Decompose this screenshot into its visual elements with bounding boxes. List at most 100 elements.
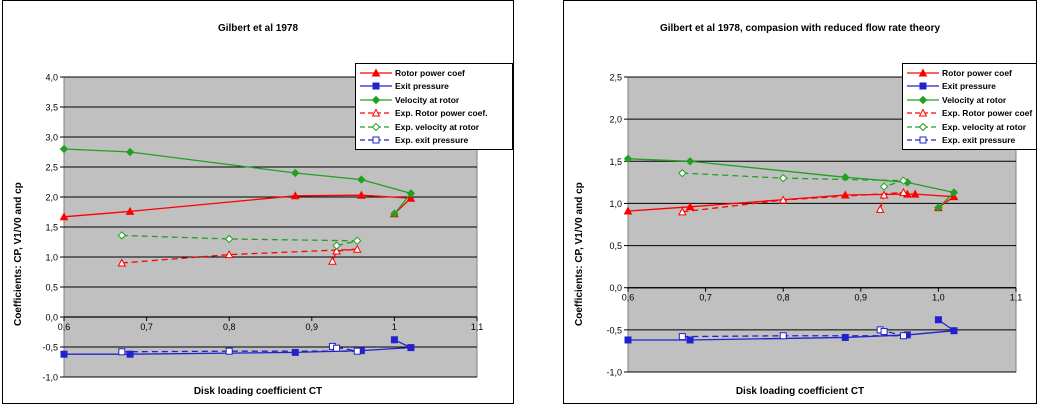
legend-marker [918, 108, 928, 117]
series-exp-exit-pressure [118, 342, 361, 356]
legend: Rotor power coef Exit pressure Velocity at… [355, 63, 513, 150]
data-point [899, 187, 908, 196]
legend-item: Rotor power coef [906, 66, 1036, 80]
legend-label: Exp. Rotor power coef [942, 108, 1033, 119]
data-point [841, 333, 849, 341]
data-point [328, 256, 337, 265]
y-tick-label: -1,0 [606, 368, 622, 378]
data-point [352, 244, 362, 253]
data-point [879, 182, 889, 191]
legend-marker [918, 95, 928, 104]
legend-swatch [907, 108, 939, 117]
x-tick-label: 1,1 [1010, 293, 1023, 303]
data-point [686, 336, 694, 344]
y-tick-label: 0,5 [45, 283, 58, 293]
y-tick-label: 2,5 [609, 73, 622, 83]
legend-label: Exp. exit pressure [395, 135, 469, 146]
x-tick-label: 0,6 [58, 322, 71, 332]
x-axis-label: Disk loading coefficient CT [193, 386, 323, 397]
x-tick-label: 1 [392, 322, 397, 332]
y-tick-label: 2,5 [45, 163, 58, 173]
y-tick-label: -1,0 [42, 373, 58, 383]
legend-marker [371, 122, 381, 131]
series-line [121, 234, 358, 247]
legend-marker [372, 82, 380, 90]
data-point [778, 173, 788, 183]
legend-item: Velocity at rotor [906, 93, 1036, 107]
data-point [406, 193, 416, 202]
x-axis-label: Disk loading coefficient CT [735, 386, 865, 397]
y-tick-label: 1,5 [45, 223, 58, 233]
legend-label: Velocity at rotor [942, 94, 1007, 105]
data-point [357, 175, 366, 184]
data-point [899, 176, 908, 185]
legend-label: Exp. Rotor power coef. [395, 108, 488, 119]
y-tick-label: -0,5 [42, 343, 58, 353]
data-point [59, 144, 69, 154]
legend-label: Exp. velocity at rotor [942, 121, 1027, 132]
legend-swatch [360, 95, 392, 104]
data-point [290, 191, 300, 200]
legend-item: Exit pressure [906, 80, 1036, 94]
data-point [224, 250, 234, 259]
chart-right-panel: Gilbert et al 1978, compasion with reduc… [563, 0, 1037, 404]
legend-marker [918, 122, 928, 131]
legend-marker [918, 68, 928, 77]
chart-title: Gilbert et al 1978 [217, 23, 299, 34]
data-point [357, 190, 366, 199]
data-point [779, 332, 787, 340]
data-point [934, 203, 943, 212]
y-tick-label: 4,0 [45, 73, 58, 83]
legend-marker [919, 136, 927, 144]
data-point [118, 348, 126, 356]
data-point [950, 327, 958, 335]
legend: Rotor power coef Exit pressure Velocity at… [902, 63, 1036, 150]
data-point [685, 157, 695, 166]
legend-label: Exit pressure [395, 81, 449, 92]
legend-label: Exp. velocity at rotor [395, 121, 480, 132]
x-tick-label: 1,1 [471, 322, 484, 332]
data-point [879, 190, 889, 199]
data-point [126, 350, 134, 358]
legend-item: Exit pressure [359, 80, 509, 94]
x-tick-label: 0,8 [777, 293, 790, 303]
legend-item: Exp. velocity at rotor [359, 120, 509, 134]
legend-swatch [907, 68, 939, 77]
data-point [333, 344, 341, 352]
data-point [125, 206, 135, 215]
y-tick-label: 1,5 [609, 157, 622, 167]
legend-swatch [907, 122, 939, 131]
chart-title: Gilbert et al 1978, compasion with reduc… [659, 23, 941, 34]
y-tick-label: 0,0 [609, 283, 622, 293]
data-point [910, 189, 920, 198]
data-point [407, 344, 415, 352]
data-point [685, 202, 695, 211]
legend-item: Exp. exit pressure [906, 134, 1036, 148]
legend-label: Rotor power coef [942, 67, 1012, 78]
x-tick-label: 0,8 [223, 322, 236, 332]
y-tick-label: 0,0 [45, 313, 58, 323]
data-point [224, 234, 234, 244]
x-tick-label: 0,9 [855, 293, 868, 303]
y-tick-label: 1,0 [45, 253, 58, 263]
legend-swatch [360, 136, 392, 144]
data-point [390, 336, 398, 344]
data-point [677, 207, 687, 216]
x-tick-label: 0,6 [622, 293, 635, 303]
legend-marker [371, 95, 381, 104]
legend-marker [919, 82, 927, 90]
y-tick-label: 1,0 [609, 199, 622, 209]
data-point [60, 350, 68, 358]
legend-swatch [360, 108, 392, 117]
data-point [678, 168, 687, 178]
legend-label: Rotor power coef [395, 67, 465, 78]
legend-marker [371, 68, 381, 77]
data-point [623, 154, 633, 163]
series-exp-velocity-at-rotor [678, 168, 908, 191]
data-point [880, 328, 888, 336]
legend-item: Exp. velocity at rotor [906, 120, 1036, 134]
x-tick-label: 0,9 [306, 322, 319, 332]
x-tick-label: 0,7 [140, 322, 153, 332]
data-point [125, 147, 135, 157]
data-point [117, 231, 127, 240]
